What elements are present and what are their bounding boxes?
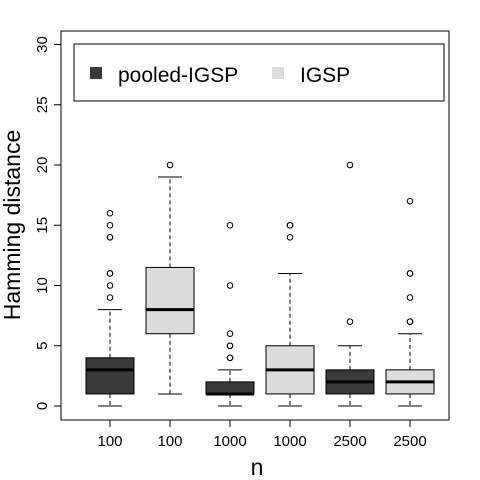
outlier-point (226, 221, 234, 229)
outlier-point (106, 221, 114, 229)
outlier-point (226, 282, 234, 289)
outlier-point (346, 318, 354, 325)
outlier-point (226, 330, 234, 338)
box-pooled-igsp-2500 (325, 161, 375, 407)
outlier-point (166, 161, 174, 169)
box-body (145, 266, 195, 335)
outlier-point (286, 221, 294, 229)
x-tick-label: 1000 (273, 433, 306, 450)
legend-label-igsp: IGSP (300, 64, 350, 87)
legend-label-pooled-igsp: pooled-IGSP (118, 64, 238, 87)
y-tick-label: 30 (34, 36, 51, 53)
y-tick-label: 10 (34, 277, 51, 294)
box-pooled-igsp-100 (85, 209, 135, 407)
x-tick-label: 100 (157, 433, 182, 450)
x-tick-label: 2500 (333, 433, 366, 450)
outlier-point (406, 318, 414, 325)
y-tick-label: 5 (34, 342, 51, 350)
x-tick-label: 2500 (393, 433, 426, 450)
y-tick-label: 25 (34, 96, 51, 113)
box-igsp-1000 (265, 221, 315, 407)
legend-swatch-igsp (272, 67, 284, 79)
outlier-point (346, 161, 354, 169)
outlier-point (406, 197, 414, 205)
outlier-point (106, 209, 114, 217)
outlier-point (106, 294, 114, 301)
x-axis-title: n (251, 454, 264, 480)
box-igsp-100 (145, 161, 195, 395)
x-tick-label: 100 (97, 433, 122, 450)
legend: pooled-IGSP IGSP (73, 43, 445, 102)
outlier-point (406, 270, 414, 277)
boxes (85, 161, 435, 407)
outlier-point (406, 294, 414, 301)
y-tick-label: 20 (34, 157, 51, 174)
x-tick-label: 1000 (213, 433, 246, 450)
legend-swatch-pooled-igsp (90, 67, 102, 79)
legend-box (73, 43, 445, 102)
y-tick-label: 15 (34, 217, 51, 234)
x-axis: 100 100 1000 1000 2500 2500 (97, 419, 427, 450)
y-axis: 0 5 10 15 20 25 30 (34, 36, 62, 410)
outlier-point (226, 354, 234, 362)
box-igsp-2500 (385, 197, 435, 407)
box-body (85, 357, 135, 395)
outlier-point (106, 234, 114, 241)
box-body (205, 381, 255, 395)
box-pooled-igsp-1000 (205, 221, 255, 407)
y-tick-label: 0 (34, 402, 51, 410)
y-axis-title: Hamming distance (0, 130, 25, 320)
outlier-point (106, 282, 114, 289)
outlier-point (106, 270, 114, 277)
outlier-point (286, 234, 294, 241)
outlier-point (226, 342, 234, 350)
